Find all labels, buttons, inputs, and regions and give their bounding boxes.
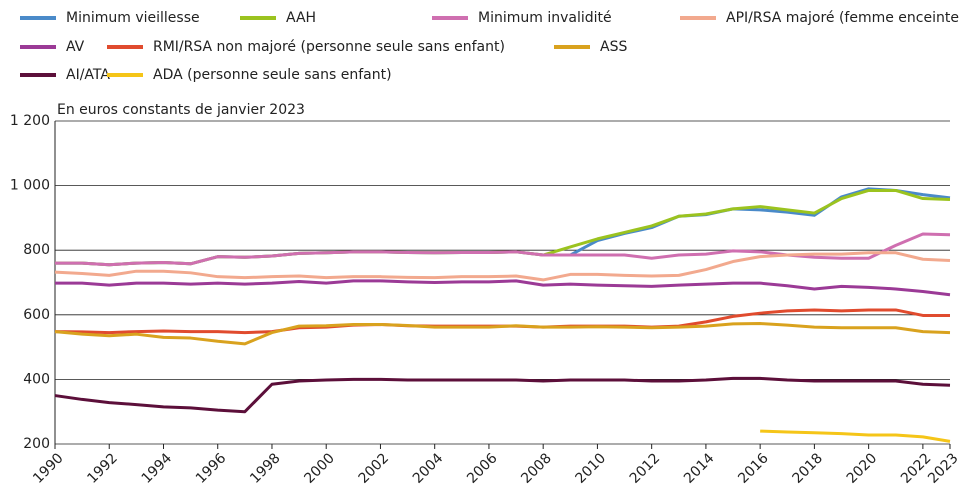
x-tick-label: 2023 bbox=[925, 450, 959, 487]
x-tick-label: 1998 bbox=[247, 450, 284, 487]
x-tick-label: 2012 bbox=[627, 450, 664, 487]
legend-label: AAH bbox=[286, 10, 316, 26]
x-tick-label: 1990 bbox=[30, 450, 67, 487]
y-tick-label: 1 000 bbox=[10, 178, 50, 194]
legend-label: AI/ATA bbox=[66, 67, 110, 83]
legend-label: ASS bbox=[600, 39, 627, 55]
series-line bbox=[54, 308, 950, 335]
y-tick-label: 200 bbox=[23, 436, 50, 452]
legend-label: Minimum vieillesse bbox=[66, 10, 200, 26]
series-line bbox=[54, 376, 951, 414]
y-tick-label: 600 bbox=[23, 307, 50, 323]
x-tick-label: 2014 bbox=[681, 450, 718, 487]
x-tick-label: 1994 bbox=[139, 450, 176, 487]
x-tick-label: 2000 bbox=[301, 450, 338, 487]
series-line bbox=[54, 322, 951, 346]
x-tick-label: 2004 bbox=[410, 450, 447, 487]
x-tick-label: 2022 bbox=[898, 450, 935, 487]
y-tick-label: 400 bbox=[23, 371, 50, 387]
x-tick-label: 2020 bbox=[844, 450, 881, 487]
series-line bbox=[760, 429, 951, 443]
x-tick-label: 1996 bbox=[193, 450, 230, 487]
series-line bbox=[54, 251, 951, 282]
legend-label: API/RSA majoré (femme enceinte sans enfa… bbox=[726, 10, 959, 26]
x-tick-label: 2002 bbox=[356, 450, 393, 487]
x-tick-label: 2010 bbox=[573, 450, 610, 487]
x-tick-label: 2006 bbox=[464, 450, 501, 487]
y-axis-label: En euros constants de janvier 2023 bbox=[57, 102, 305, 118]
x-tick-label: 2008 bbox=[518, 450, 555, 487]
y-tick-label: 1 200 bbox=[10, 113, 50, 129]
x-tick-label: 2016 bbox=[735, 450, 772, 487]
legend-label: RMI/RSA non majoré (personne seule sans … bbox=[153, 39, 505, 55]
series-line bbox=[55, 279, 951, 297]
legend-label: ADA (personne seule sans enfant) bbox=[153, 67, 392, 83]
x-tick-label: 1992 bbox=[84, 450, 121, 487]
y-tick-label: 800 bbox=[23, 242, 50, 258]
x-tick-label: 2018 bbox=[790, 450, 827, 487]
legend-label: Minimum invalidité bbox=[478, 10, 612, 26]
legend-label: AV bbox=[66, 39, 85, 55]
series-line bbox=[55, 232, 951, 267]
